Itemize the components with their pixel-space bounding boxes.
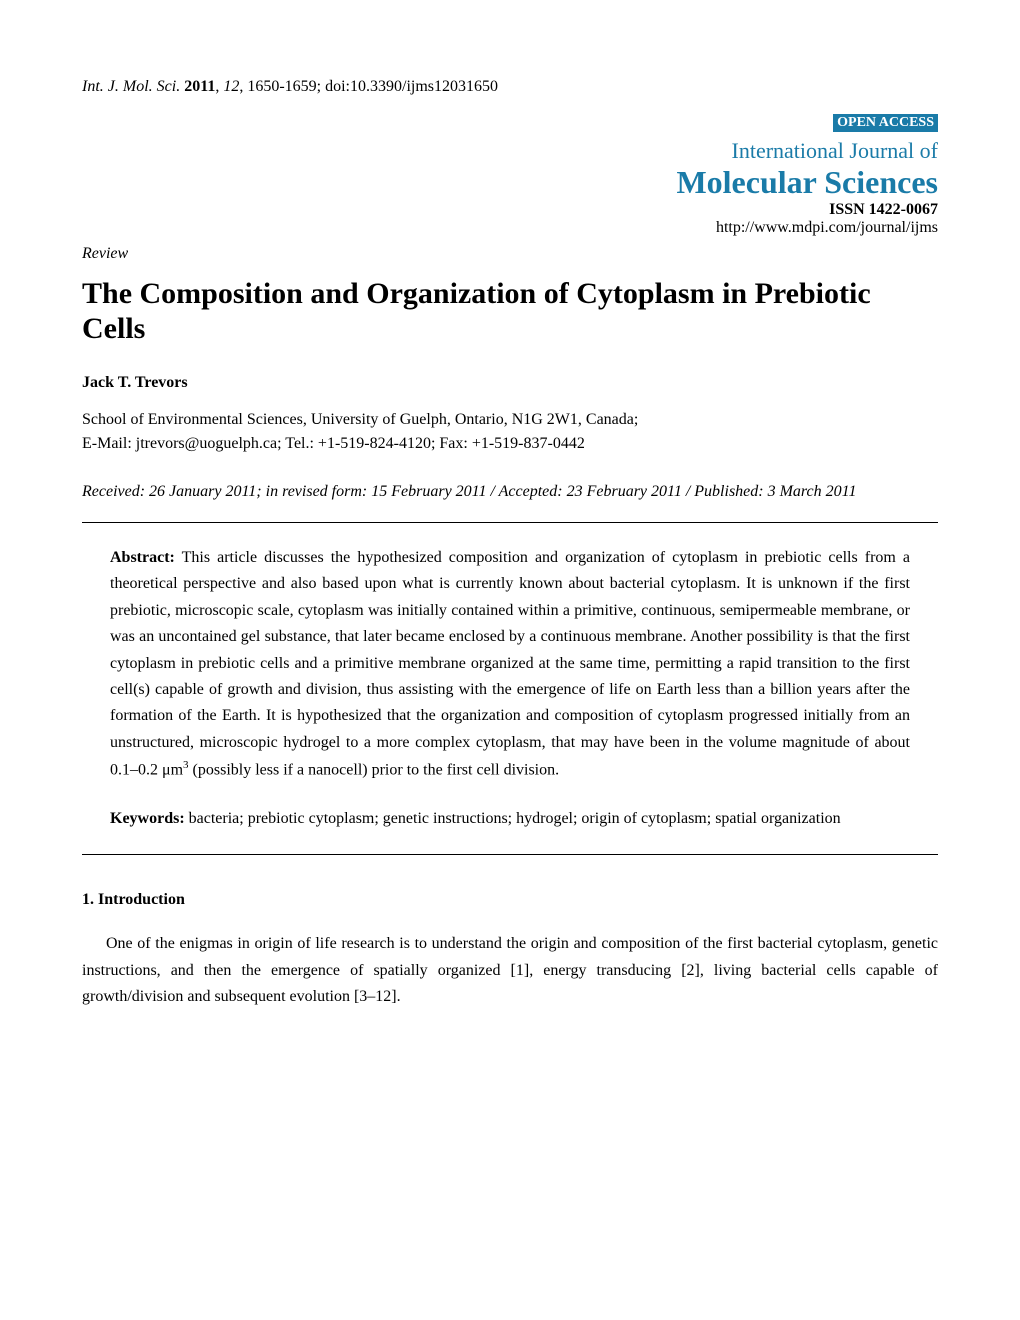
author-name: Jack T. Trevors: [82, 374, 938, 392]
affiliation-line-2: E-Mail: jtrevors@uoguelph.ca; Tel.: +1-5…: [82, 432, 938, 456]
journal-abbrev: Int. J. Mol. Sci.: [82, 78, 180, 95]
abstract-text: Abstract: This article discusses the hyp…: [110, 545, 910, 784]
body-paragraph-1: One of the enigmas in origin of life res…: [82, 931, 938, 1010]
keywords-body: bacteria; prebiotic cytoplasm; genetic i…: [185, 810, 841, 827]
divider-bottom: [82, 854, 938, 855]
abstract-body-2: (possibly less if a nanocell) prior to t…: [189, 761, 560, 778]
abstract-label: Abstract:: [110, 549, 175, 566]
abstract-block: Abstract: This article discusses the hyp…: [82, 523, 938, 854]
journal-title: Molecular Sciences: [82, 164, 938, 201]
issn: ISSN 1422-0067: [82, 201, 938, 219]
section-heading: 1. Introduction: [82, 891, 938, 909]
abstract-body-1: This article discusses the hypothesized …: [110, 549, 910, 778]
affiliation: School of Environmental Sciences, Univer…: [82, 408, 938, 456]
article-title: The Composition and Organization of Cyto…: [82, 277, 938, 346]
volume: 12: [223, 78, 239, 95]
year: 2011: [184, 78, 215, 95]
keywords-label: Keywords:: [110, 810, 185, 827]
header-citation: Int. J. Mol. Sci. 2011, 12, 1650-1659; d…: [82, 78, 938, 96]
keywords-text: Keywords: bacteria; prebiotic cytoplasm;…: [110, 806, 910, 832]
doi: doi:10.3390/ijms12031650: [325, 78, 498, 95]
dates: Received: 26 January 2011; in revised fo…: [82, 480, 938, 504]
article-type: Review: [82, 245, 938, 263]
journal-header: International Journal of Molecular Scien…: [82, 138, 938, 237]
journal-prefix: International Journal of: [82, 138, 938, 164]
affiliation-line-1: School of Environmental Sciences, Univer…: [82, 408, 938, 432]
open-access-badge: OPEN ACCESS: [833, 114, 938, 132]
pages: 1650-1659: [247, 78, 316, 95]
journal-url[interactable]: http://www.mdpi.com/journal/ijms: [82, 219, 938, 237]
